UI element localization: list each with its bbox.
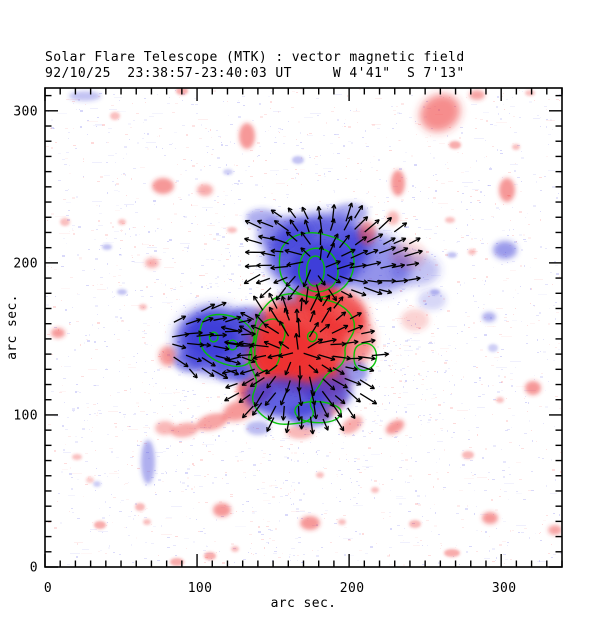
figure-title: Solar Flare Telescope (MTK) : vector mag… [45, 50, 465, 65]
y-tick-label: 300 [13, 104, 38, 119]
tick-label-layer: 0 100 200 300 0 100 200 300 [13, 104, 516, 596]
x-tick-label: 100 [188, 581, 213, 596]
x-axis-title: arc sec. [270, 596, 337, 611]
y-tick-label: 200 [13, 256, 38, 271]
figure-subtitle: 92/10/25 23:38:57-23:40:03 UT W 4'41" S … [45, 66, 465, 81]
vector-layer [171, 202, 423, 435]
y-tick-label: 0 [30, 561, 38, 576]
y-axis-title: arc sec. [5, 294, 20, 360]
y-tick-label: 100 [13, 408, 38, 423]
x-tick-label: 300 [492, 581, 517, 596]
x-tick-label: 200 [340, 581, 365, 596]
axis-frame [44, 87, 563, 568]
x-tick-label: 0 [44, 581, 52, 596]
